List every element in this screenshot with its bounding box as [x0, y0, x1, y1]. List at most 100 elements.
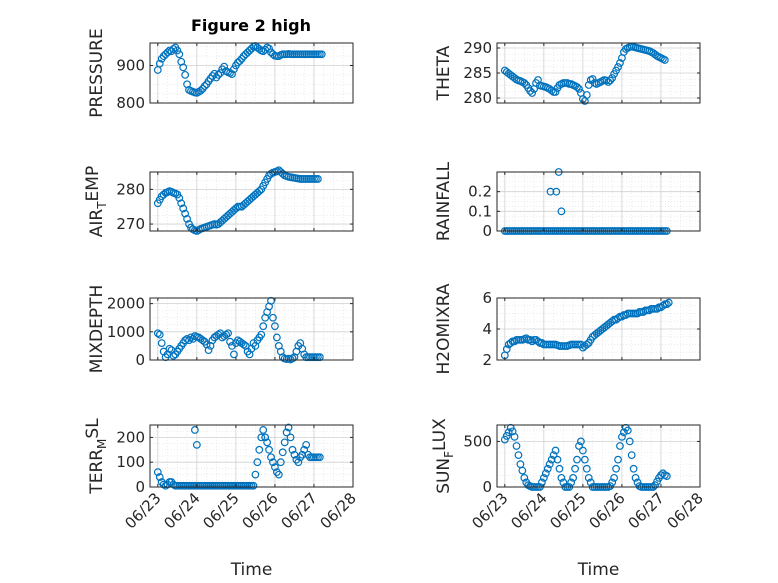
- y-tick-label: 2: [482, 351, 492, 369]
- series-markers: [153, 166, 322, 235]
- data-point: [612, 464, 620, 473]
- axes-box: [149, 42, 354, 104]
- data-point: [526, 335, 535, 344]
- y-tick-label: 0: [482, 222, 492, 240]
- y-tick-label: 500: [463, 432, 492, 450]
- data-point: [153, 329, 162, 338]
- data-point: [625, 437, 634, 446]
- subplot-1: 800 900 PRESSURE: [87, 28, 354, 118]
- data-point: [567, 478, 576, 487]
- x-axis-title: Time: [577, 560, 620, 580]
- data-point: [571, 464, 579, 473]
- data-point: [586, 478, 595, 487]
- y-tick-label: 4: [482, 320, 492, 338]
- data-point: [259, 426, 268, 434]
- y-tick-label: 100: [116, 453, 145, 471]
- data-point: [662, 300, 671, 309]
- data-point: [588, 75, 597, 83]
- data-point: [228, 70, 236, 79]
- data-point: [313, 175, 322, 183]
- data-point: [169, 45, 178, 53]
- y-tick-label: 6: [482, 289, 492, 307]
- data-point: [251, 470, 260, 479]
- data-point: [179, 204, 188, 213]
- subplot-8: 0500SUNFLUX06/2306/2406/2506/2606/2706/2…: [430, 418, 707, 580]
- data-point: [204, 346, 213, 355]
- y-tick-label: 200: [116, 428, 145, 446]
- data-point: [543, 464, 552, 473]
- data-point: [616, 442, 624, 450]
- data-point: [623, 426, 632, 435]
- data-point: [608, 74, 617, 82]
- data-point: [573, 455, 581, 464]
- subplot-2: 280 285 290 THETA: [434, 39, 701, 107]
- series-markers: [153, 423, 324, 490]
- data-point: [196, 86, 205, 95]
- y-tick-label: 900: [116, 57, 145, 75]
- data-point: [534, 337, 542, 346]
- data-point: [577, 437, 585, 446]
- data-point: [183, 334, 191, 343]
- grid: [497, 43, 700, 103]
- y-tick-label: 290: [463, 39, 492, 57]
- x-tick-label: 06/26: [585, 489, 628, 532]
- data-point: [651, 50, 660, 59]
- data-point: [614, 314, 622, 323]
- data-point: [506, 339, 515, 347]
- series-markers: [153, 296, 324, 364]
- x-tick-label: 06/24: [160, 489, 203, 532]
- data-point: [175, 194, 184, 202]
- x-tick-label: 06/27: [277, 489, 320, 532]
- y-axis-label: TERRMSL: [83, 418, 109, 495]
- data-point: [317, 50, 326, 59]
- data-point: [578, 446, 587, 455]
- data-point: [255, 45, 264, 53]
- data-point: [271, 322, 279, 331]
- data-point: [294, 458, 303, 467]
- data-point: [165, 344, 174, 353]
- data-point: [504, 428, 513, 437]
- grid: [150, 424, 353, 488]
- data-point: [518, 466, 527, 475]
- y-axis-label: THETA: [434, 45, 454, 101]
- plot-area: [497, 425, 700, 487]
- data-point: [618, 312, 626, 321]
- data-point: [153, 468, 162, 477]
- data-point: [255, 187, 264, 195]
- data-point: [662, 472, 671, 480]
- y-tick-label: 800: [116, 94, 145, 112]
- data-point: [551, 446, 560, 455]
- data-point: [298, 450, 307, 459]
- data-point: [608, 478, 617, 487]
- data-point: [526, 87, 535, 95]
- data-point: [552, 187, 561, 196]
- data-point: [557, 207, 566, 216]
- data-point: [220, 62, 229, 71]
- y-tick-label: 0.1: [468, 202, 492, 220]
- data-point: [269, 458, 277, 467]
- y-tick-label: 0.2: [468, 183, 492, 201]
- axes-box: [149, 171, 354, 232]
- data-point: [315, 453, 324, 462]
- data-point: [271, 463, 279, 472]
- data-point: [280, 438, 289, 447]
- y-axis-label: AIRTEMP: [83, 166, 109, 237]
- data-point: [660, 56, 669, 64]
- data-point: [235, 57, 244, 65]
- y-tick-label: 280: [116, 180, 145, 198]
- data-point: [302, 440, 311, 449]
- data-point: [198, 336, 207, 345]
- data-point: [177, 199, 186, 208]
- data-point: [210, 69, 219, 78]
- data-point: [664, 298, 673, 307]
- data-point: [520, 79, 529, 87]
- data-point: [547, 455, 556, 464]
- data-point: [631, 473, 640, 482]
- data-point: [618, 432, 626, 441]
- data-point: [659, 301, 667, 310]
- x-tick-label: 06/27: [624, 489, 667, 532]
- data-point: [187, 333, 195, 342]
- x-axis-title: Time: [230, 560, 273, 580]
